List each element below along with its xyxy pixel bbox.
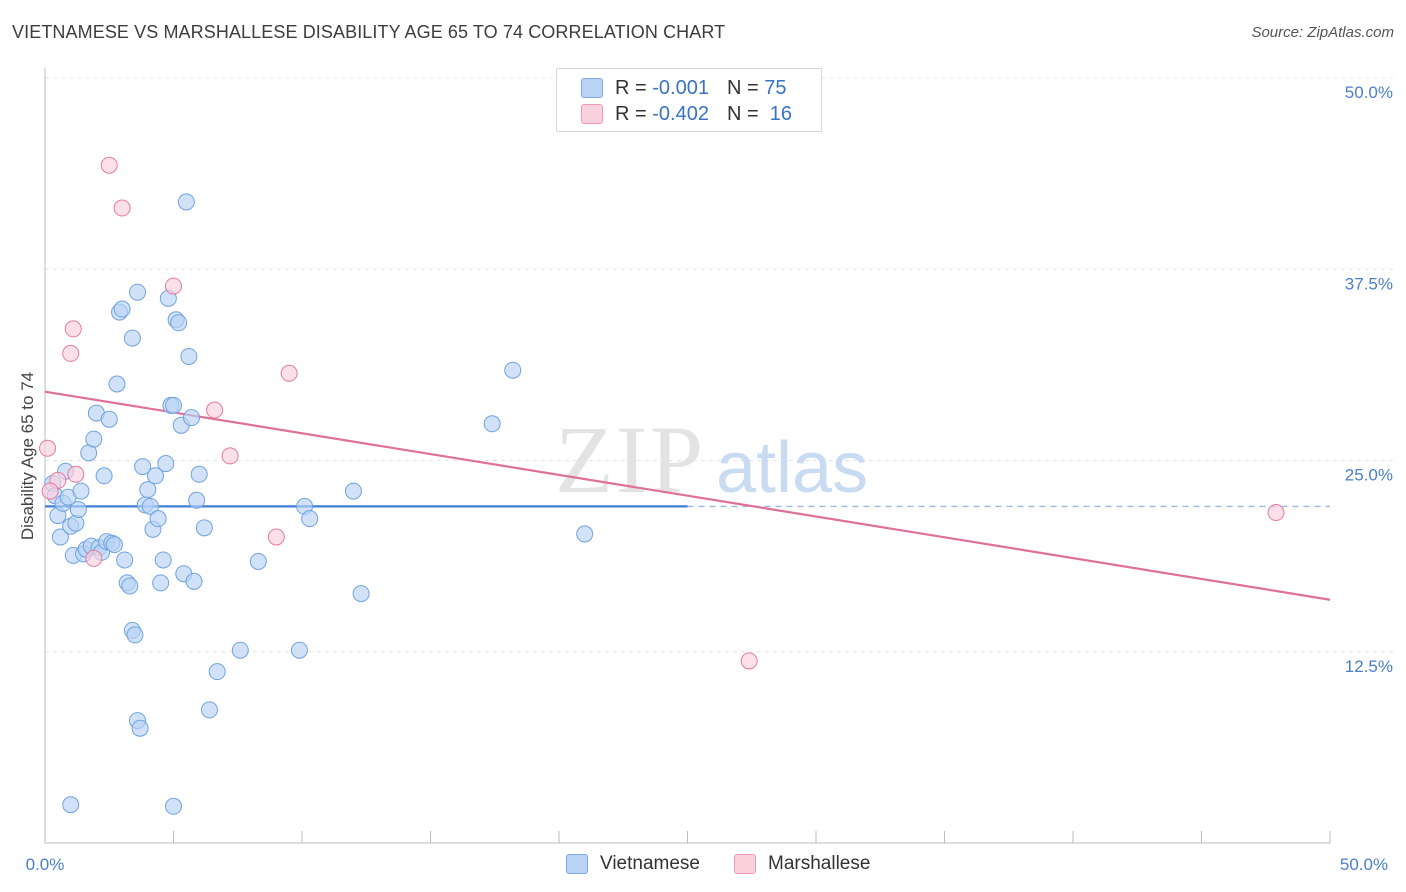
point-marshallese: [113, 199, 131, 217]
point-marshallese: [1267, 504, 1285, 522]
point-vietnamese: [62, 796, 80, 814]
point-marshallese: [62, 344, 80, 362]
point-vietnamese: [504, 361, 522, 379]
point-vietnamese: [165, 797, 182, 815]
point-vietnamese: [170, 314, 188, 332]
legend-r-label: R =: [615, 102, 647, 125]
point-vietnamese: [249, 552, 267, 570]
point-vietnamese: [157, 455, 175, 473]
point-vietnamese: [105, 536, 123, 554]
y-tick-label: 25.0%: [1345, 466, 1393, 485]
point-vietnamese: [139, 481, 157, 499]
point-vietnamese: [129, 283, 147, 301]
point-vietnamese: [576, 525, 594, 543]
data-points: [39, 156, 1285, 815]
legend-n-value: 16: [769, 102, 793, 125]
point-vietnamese: [190, 465, 208, 483]
point-vietnamese: [134, 458, 152, 476]
legend-row-vietnamese: R = -0.001 N = 75: [581, 75, 786, 101]
point-vietnamese: [231, 641, 249, 659]
point-vietnamese: [180, 347, 198, 365]
point-marshallese: [41, 482, 59, 500]
point-marshallese: [85, 549, 103, 567]
point-vietnamese: [85, 430, 103, 448]
bottom-swatch-blue: [566, 854, 588, 874]
bottom-legend-marshallese: Marshallese: [734, 852, 870, 876]
point-vietnamese: [182, 409, 200, 427]
legend-n-label: N =: [726, 102, 759, 125]
bottom-legend-vietnamese: Vietnamese: [566, 852, 700, 876]
legend-r-value: -0.402: [652, 102, 709, 125]
legend-r-value: -0.001: [652, 76, 709, 99]
point-vietnamese: [165, 396, 182, 414]
point-marshallese: [165, 277, 182, 295]
legend-r-label: R =: [615, 76, 647, 99]
point-vietnamese: [147, 467, 165, 485]
point-vietnamese: [116, 551, 134, 569]
point-vietnamese: [195, 519, 213, 537]
point-vietnamese: [100, 410, 118, 428]
point-vietnamese: [123, 329, 141, 347]
point-marshallese: [206, 401, 224, 419]
point-vietnamese: [290, 641, 308, 659]
point-marshallese: [221, 447, 239, 465]
point-vietnamese: [208, 663, 226, 681]
y-axis-label: Disability Age 65 to 74: [18, 372, 37, 540]
y-tick-label: 12.5%: [1345, 657, 1393, 676]
point-vietnamese: [352, 585, 370, 603]
source-label: Source: ZipAtlas.com: [1251, 24, 1394, 41]
point-vietnamese: [483, 415, 501, 433]
point-vietnamese: [185, 572, 203, 590]
point-vietnamese: [344, 482, 362, 500]
svg-text:ZIP: ZIP: [555, 406, 705, 513]
point-marshallese: [100, 156, 118, 174]
legend-swatch-pink: [581, 104, 603, 124]
trend-line-marshallese: [44, 390, 1331, 601]
point-vietnamese: [141, 497, 159, 515]
point-marshallese: [64, 320, 82, 338]
point-vietnamese: [131, 719, 149, 737]
legend-swatch-blue: [581, 78, 603, 98]
x-tick-label: 0.0%: [26, 855, 65, 874]
point-vietnamese: [301, 510, 319, 528]
point-marshallese: [740, 652, 758, 670]
point-vietnamese: [51, 528, 69, 546]
point-vietnamese: [149, 510, 167, 528]
point-vietnamese: [177, 193, 195, 211]
point-marshallese: [267, 528, 285, 546]
y-tick-label: 50.0%: [1345, 83, 1393, 102]
bottom-legend-label: Marshallese: [768, 853, 871, 874]
watermark: ZIP atlas: [555, 406, 868, 513]
point-vietnamese: [126, 626, 144, 644]
point-vietnamese: [200, 701, 218, 719]
point-vietnamese: [154, 551, 172, 569]
point-vietnamese: [95, 467, 113, 485]
point-marshallese: [39, 439, 57, 457]
y-tick-label: 37.5%: [1345, 274, 1393, 293]
legend-row-marshallese: R = -0.402 N = 16: [581, 101, 792, 127]
tick-labels: 12.5% 25.0% 37.5% 50.0% 0.0% 50.0%: [26, 83, 1393, 874]
bottom-swatch-pink: [734, 854, 756, 874]
correlation-legend: R = -0.001 N = 75 R = -0.402 N = 16: [556, 68, 822, 132]
point-vietnamese: [152, 574, 170, 592]
bottom-legend-label: Vietnamese: [600, 853, 700, 874]
grid-lines: [45, 77, 1393, 653]
point-vietnamese: [188, 491, 206, 509]
point-marshallese: [67, 465, 85, 483]
x-tick-label: 50.0%: [1340, 855, 1388, 874]
chart-title: VIETNAMESE VS MARSHALLESE DISABILITY AGE…: [12, 22, 726, 42]
legend-n-value: 75: [764, 76, 787, 99]
point-vietnamese: [72, 482, 90, 500]
point-vietnamese: [67, 514, 85, 532]
point-vietnamese: [121, 577, 139, 595]
legend-n-label: N =: [726, 76, 759, 99]
point-vietnamese: [108, 375, 126, 393]
svg-text:atlas: atlas: [716, 428, 868, 508]
point-vietnamese: [113, 300, 131, 318]
point-marshallese: [280, 364, 298, 382]
point-vietnamese: [69, 500, 87, 518]
